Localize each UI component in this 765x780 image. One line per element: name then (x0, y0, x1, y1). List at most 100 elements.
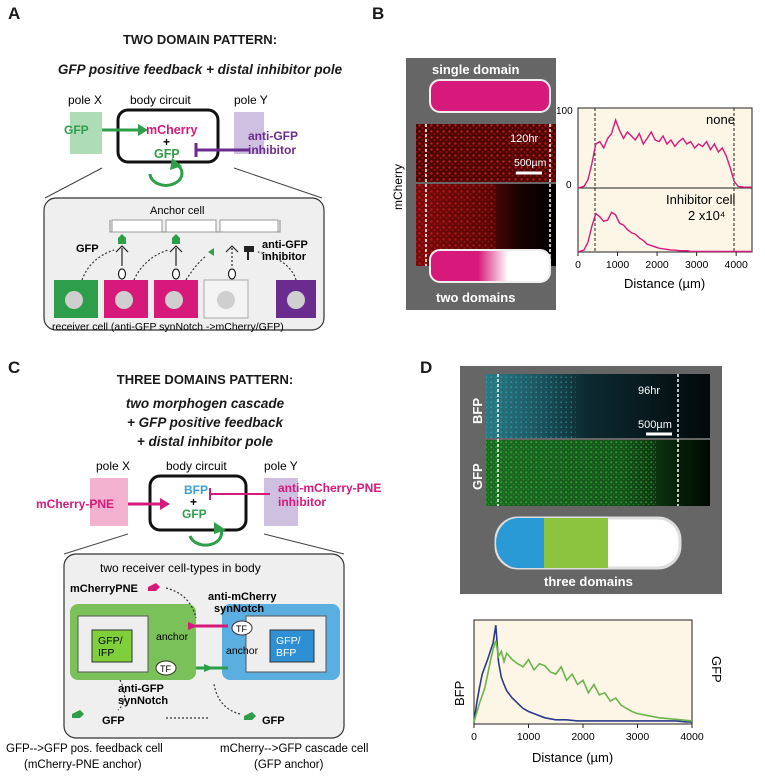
mcherry-pne-label: mCherry-PNE (36, 497, 114, 511)
gfp-small-label: GFP (76, 243, 99, 255)
plot-d-xlabel: Distance (µm) (532, 750, 613, 765)
plot-d-x-tick-label: 3000 (626, 731, 650, 743)
gfp-label-c: GFP (182, 507, 207, 521)
pole-x-label: pole X (68, 93, 102, 107)
tf-label-1: TF (236, 624, 247, 634)
pole-y-box (234, 112, 264, 154)
gfp-ifp-label-2: IFP (98, 647, 114, 659)
plot-d-x-tick-label: 4000 (680, 731, 704, 743)
plot-b-x-tick-label: 0 (575, 259, 581, 271)
anchor-cell-label: Anchor cell (150, 205, 204, 217)
gfp-bottom-left-label: GFP (102, 715, 125, 727)
panel-d-letter: D (420, 358, 433, 377)
plot-d-x-tick-label: 2000 (571, 731, 595, 743)
receiver-caption: receiver cell (anti-GFP synNotch ->mCher… (52, 321, 284, 333)
plot-b-x-tick-label: 3000 (685, 259, 709, 271)
plot-d-x-tick-label: 0 (471, 731, 477, 743)
three-domains-label: three domains (544, 574, 633, 589)
body-circuit-box (116, 108, 220, 164)
plus-label: + (163, 135, 170, 149)
pole-x-box (70, 112, 102, 154)
single-domain-label: single domain (432, 62, 519, 77)
pole-y-box-c (264, 478, 298, 526)
time-label: 120hr (510, 133, 538, 145)
anchor-left-label: anchor (156, 631, 189, 643)
plot-b-x-tick-label: 1000 (606, 259, 630, 271)
panel-b-letter: B (372, 4, 385, 23)
plot-b-x-tick-label: 2000 (645, 259, 669, 271)
two-domains-pill (429, 249, 551, 283)
panel-a-subtitle: GFP positive feedback + distal inhibitor… (57, 62, 343, 77)
scale-label: 500µm (514, 157, 547, 169)
pole-y-label-c: pole Y (264, 459, 298, 473)
panel-a-letter: A (8, 4, 21, 23)
panel-a-title: TWO DOMAIN PATTERN: (122, 32, 278, 47)
gfp-inner-label: GFP (154, 147, 180, 161)
plot-b-xlabel: Distance (µm) (624, 276, 705, 291)
receivers-panel (63, 553, 345, 739)
caption-left-2: (mCherry-PNE anchor) (24, 759, 142, 771)
plot-b-bottom-line-group (577, 211, 752, 253)
anti-mcherry-label: anti-mCherry (208, 591, 277, 603)
panel-c-letter: C (8, 358, 21, 377)
caption-left-1: GFP-->GFP pos. feedback cell (6, 743, 163, 755)
two-receivers-label: two receiver cell-types in body (100, 561, 261, 575)
scale-label-d: 500µm (638, 419, 672, 431)
plot-b-bottom-label-2: 2 x10⁴ (688, 208, 725, 223)
panel-c-title: THREE DOMAINS PATTERN: (116, 372, 294, 387)
synnotch-label-top: synNotch (214, 603, 264, 615)
anti-mcherry-pne-label: anti-mCherry-PNE (278, 481, 381, 495)
plot-b-bottom-label-1: Inhibitor cell (666, 192, 735, 207)
mcherry-ylabel: mCherry (391, 164, 405, 210)
plot-d-line-gfp (473, 640, 693, 723)
anchor-right-label: anchor (226, 645, 259, 657)
gfp-ifp-label-1: GFP/ (98, 635, 123, 647)
time-label-d: 96hr (638, 385, 660, 397)
panel-c-diagram: pole X body circuit pole Y mCherry-PNE B… (6, 459, 381, 771)
plot-d-left-label: BFP (452, 681, 467, 706)
plot-d-line-bfp (473, 625, 692, 723)
ytick-0: 0 (566, 180, 572, 191)
caption-right-1: mCherry-->GFP cascade cell (220, 743, 368, 755)
panel-c-subtitle-3: + distal inhibitor pole (136, 434, 274, 449)
gfp-micro-label: GFP (470, 463, 485, 490)
synnotch-label-bottom: synNotch (118, 695, 168, 707)
body-circuit-label: body circuit (130, 93, 191, 107)
tf-label-2: TF (160, 664, 171, 674)
plus-label-c: + (190, 495, 197, 509)
panel-c-subtitle-2: + GFP positive feedback (127, 415, 283, 430)
plot-d-right-label: GFP (709, 656, 724, 683)
inhibitor-label: inhibitor (248, 143, 296, 157)
gfp-label: GFP (64, 123, 89, 137)
panel-a-diagram: Anchor cell GFP anti-GFP inhibitor recei… (43, 93, 325, 333)
two-domains-label: two domains (436, 290, 515, 305)
caption-right-2: (GFP anchor) (254, 759, 324, 771)
inhibitor-small-label: inhibitor (262, 251, 307, 263)
plot-b-bottom-line (577, 211, 752, 253)
gfp-bfp-label-2: BFP (276, 647, 296, 659)
anti-gfp-label: anti-GFP (248, 129, 298, 143)
ytick-100: 100 (556, 106, 573, 117)
pole-y-label: pole Y (234, 93, 268, 107)
anti-gfp-small-label: anti-GFP (262, 239, 308, 251)
anti-gfp-label-c: anti-GFP (118, 683, 164, 695)
single-domain-pill (429, 79, 551, 113)
panel-b-figure: single domain two domains 120hr 500µm mC… (391, 58, 753, 310)
three-domains-pill (494, 516, 682, 570)
plot-d-line-group (473, 625, 693, 723)
plot-b-top-line (577, 117, 752, 189)
mcherry-label: mCherry (146, 123, 197, 137)
plot-d-bg (474, 620, 692, 724)
mcherrypne-small-label: mCherryPNE (70, 583, 138, 595)
plot-d-x-tick-label: 1000 (517, 731, 541, 743)
pole-x-box-c (90, 478, 128, 526)
gfp-bfp-label-1: GFP/ (276, 635, 301, 647)
bfp-label: BFP (184, 483, 208, 497)
body-circuit-label-c: body circuit (166, 459, 227, 473)
gfp-bottom-right-label: GFP (262, 715, 285, 727)
inhibitor-label-c: inhibitor (278, 495, 326, 509)
panel-c-subtitle-1: two morphogen cascade (125, 396, 285, 411)
plot-b-top-label: none (706, 112, 735, 127)
plot-b-top-line-group (577, 117, 752, 189)
panel-d-figure: BFP GFP 96hr 500µm three domains 0 1000 20… (452, 366, 724, 765)
